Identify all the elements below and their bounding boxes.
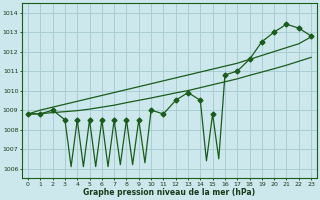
X-axis label: Graphe pression niveau de la mer (hPa): Graphe pression niveau de la mer (hPa) — [84, 188, 256, 197]
